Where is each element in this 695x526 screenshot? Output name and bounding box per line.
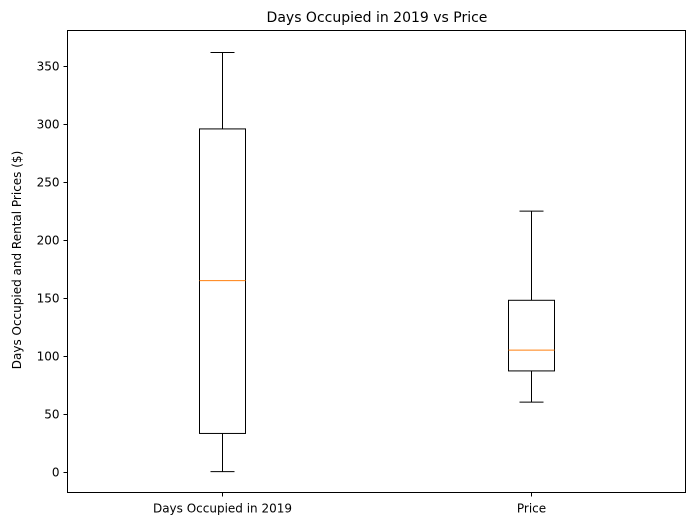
y-tick-label: 200 bbox=[37, 234, 60, 248]
plot-area: 0 50 100 150 200 250 300 350 Days Occupied in 20… bbox=[37, 52, 555, 516]
box-iqr bbox=[199, 128, 246, 434]
plot-frame bbox=[67, 30, 686, 493]
y-tick-label: 150 bbox=[37, 292, 60, 306]
y-tick-label: 0 bbox=[52, 466, 60, 480]
x-tick-label: Price bbox=[517, 502, 546, 516]
chart-title: Days Occupied in 2019 vs Price bbox=[267, 10, 488, 26]
y-tick-label: 100 bbox=[37, 350, 60, 364]
x-tick-label: Days Occupied in 2019 bbox=[153, 502, 292, 516]
y-tick-label: 350 bbox=[37, 60, 60, 74]
y-axis-label: Days Occupied and Rental Prices ($) bbox=[10, 151, 24, 370]
y-tick-label: 50 bbox=[44, 408, 59, 422]
y-tick-label: 300 bbox=[37, 118, 60, 132]
box-iqr bbox=[508, 299, 555, 372]
y-tick-label: 250 bbox=[37, 176, 60, 190]
